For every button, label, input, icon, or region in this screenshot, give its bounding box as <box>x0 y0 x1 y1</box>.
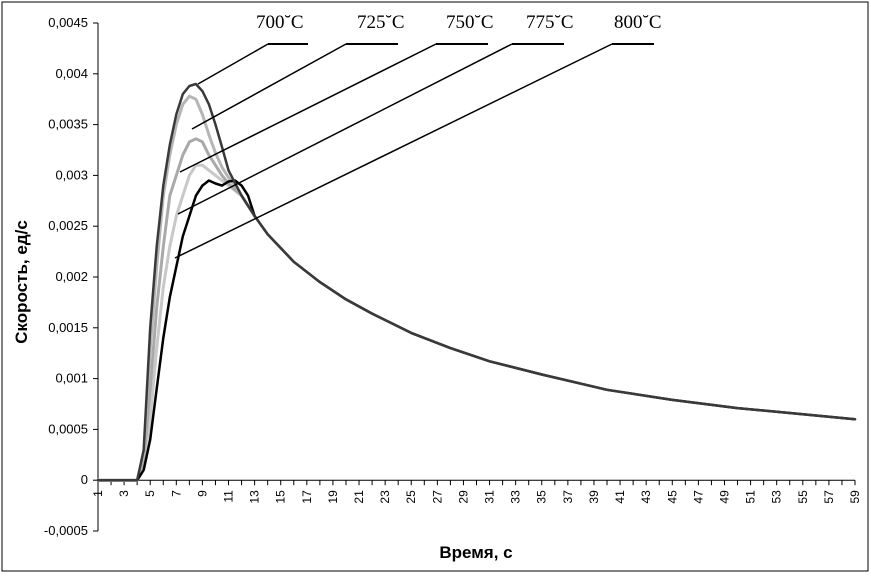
x-tick-label: 7 <box>169 490 183 497</box>
x-tick-label: 47 <box>691 490 705 504</box>
y-tick-label: 0,0005 <box>48 421 88 436</box>
x-tick-label: 21 <box>352 490 366 504</box>
legend-leader-line <box>179 43 437 173</box>
x-tick-label: 9 <box>195 490 209 497</box>
x-tick-label: 41 <box>613 490 627 504</box>
y-tick-label: 0,003 <box>55 167 88 182</box>
x-tick-label: 37 <box>561 490 575 504</box>
axes <box>93 22 856 532</box>
legend-label-750: 750˘C <box>446 12 494 33</box>
x-tick-label: 27 <box>430 490 444 504</box>
x-axis-title: Время, с <box>439 543 512 562</box>
y-tick-label: 0 <box>81 472 88 487</box>
x-tick-label: 55 <box>796 490 810 504</box>
y-axis-title: Скорость, ед/с <box>12 220 31 344</box>
x-tick-label: 51 <box>744 490 758 504</box>
x-tick-label: 49 <box>717 490 731 504</box>
x-tick-labels: 1 3 5 7 9 11 13 15 17 19 21 23 25 27 29 31 33 35 37 39 41 43 4… <box>91 490 862 504</box>
legend-leader-line <box>191 43 347 130</box>
y-tick-label: 0,0035 <box>48 117 88 132</box>
legend-label-700: 700˘C <box>256 12 304 33</box>
legend-leader-line <box>174 43 613 259</box>
x-tick-label: 3 <box>117 490 131 497</box>
y-tick-label: 0,0045 <box>48 15 88 30</box>
x-tick-label: 15 <box>274 490 288 504</box>
y-tick-labels: -0,0005 0 0,0005 0,001 0,0015 0,002 0,0025 0,00… <box>44 15 88 538</box>
x-tick-label: 53 <box>770 490 784 504</box>
legend-leader-line <box>197 43 269 85</box>
x-tick-label: 31 <box>483 490 497 504</box>
x-tick-label: 23 <box>378 490 392 504</box>
legend-label-800: 800˘C <box>614 12 662 33</box>
x-tick-label: 45 <box>665 490 679 504</box>
x-tick-label: 17 <box>300 490 314 504</box>
y-tick-label: -0,0005 <box>44 523 88 538</box>
series-lines <box>96 82 857 482</box>
legend-label-725: 725˘C <box>357 12 405 33</box>
x-tick-label: 13 <box>248 490 262 504</box>
x-tick-label: 19 <box>326 490 340 504</box>
x-tick-label: 39 <box>587 490 601 504</box>
x-tick-label: 33 <box>509 490 523 504</box>
legend-label-775: 775˘C <box>526 12 574 33</box>
series-line-700 <box>96 82 857 482</box>
legend: 700˘C 725˘C 750˘C 775˘C 800˘C <box>174 12 662 259</box>
y-tick-label: 0,0015 <box>48 320 88 335</box>
x-tick-label: 5 <box>143 490 157 497</box>
x-tick-label: 25 <box>404 490 418 504</box>
y-tick-label: 0,002 <box>55 269 88 284</box>
x-tick-label: 11 <box>222 490 236 503</box>
x-tick-label: 43 <box>639 490 653 504</box>
y-tick-label: 0,001 <box>55 371 88 386</box>
y-tick-label: 0,004 <box>55 66 88 81</box>
x-tick-label: 29 <box>456 490 470 504</box>
legend-leader-line <box>177 43 513 215</box>
x-tick-label: 35 <box>535 490 549 504</box>
x-tick-label: 59 <box>848 490 862 504</box>
y-tick-label: 0,0025 <box>48 218 88 233</box>
x-tick-label: 1 <box>91 490 105 497</box>
x-tick-label: 57 <box>822 490 836 504</box>
